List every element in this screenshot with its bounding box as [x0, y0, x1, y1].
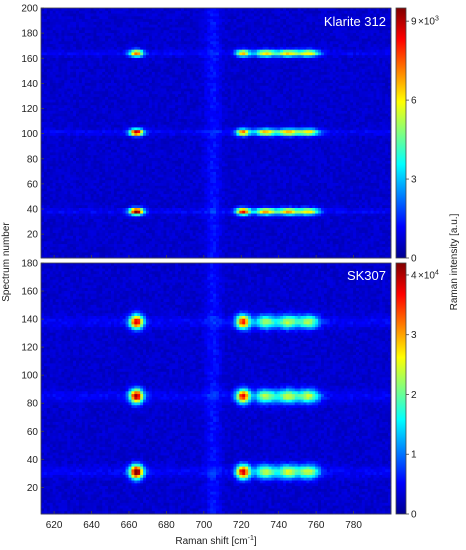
x-tick-label: 760 [308, 520, 325, 531]
heatmap-sk307 [41, 263, 392, 515]
x-tick-label: 660 [121, 520, 138, 531]
y-tick-label: 100 [21, 129, 38, 140]
colorbar-sk307: 0 1 2 3 4 ×104 [395, 262, 439, 521]
y-tick-label: 40 [27, 455, 39, 466]
colorbar-label: Raman intensity [a.u.] [449, 213, 460, 310]
colorbar-tick-label: 1 [411, 450, 417, 461]
x-tick-label: 700 [195, 520, 212, 531]
y-tick-label: 200 [21, 4, 38, 15]
y-tick-label: 120 [21, 104, 38, 115]
colorbar-tick-label: 3 [411, 330, 417, 341]
x-axis-label: Raman shift [cm-1] [175, 535, 256, 547]
y-ticks-klarite: 20 40 60 80 100 120 140 160 180 200 [21, 4, 44, 241]
colorbar-tick-label: 2 [411, 390, 417, 401]
y-tick-label: 180 [21, 29, 38, 40]
colorbar-tick-label: 9 [411, 17, 417, 28]
y-tick-label: 100 [21, 371, 38, 382]
colorbar-tick-label: 0 [411, 254, 417, 265]
y-tick-label: 40 [27, 205, 39, 216]
colorbar-tick-label: 6 [411, 96, 417, 107]
colorbar-multiplier: ×104 [418, 269, 439, 281]
y-tick-label: 60 [27, 179, 39, 190]
colorbar-multiplier: ×103 [418, 16, 439, 28]
panel-title-klarite: Klarite 312 [324, 14, 386, 29]
x-tick-label: 740 [270, 520, 287, 531]
colorbar-gradient [395, 262, 407, 515]
panel-title-sk307: SK307 [347, 268, 386, 283]
y-tick-label: 140 [21, 79, 38, 90]
plot-frame-sk307 [40, 262, 392, 515]
x-tick-label: 620 [46, 520, 63, 531]
x-tick-label: 720 [233, 520, 250, 531]
y-tick-label: 60 [27, 427, 39, 438]
colorbar-klarite: 0 3 6 9 ×103 [395, 7, 439, 265]
x-tick-label: 780 [345, 520, 362, 531]
y-tick-label: 80 [27, 399, 39, 410]
y-tick-label: 20 [27, 230, 39, 241]
panel-sk307: SK307 20 40 60 80 100 120 140 160 180 0 1 2 3 4 ×104 [21, 259, 439, 521]
y-tick-label: 160 [21, 54, 38, 65]
x-tick-label: 680 [158, 520, 175, 531]
x-tick-label: 640 [83, 520, 100, 531]
y-tick-label: 160 [21, 287, 38, 298]
y-tick-label: 20 [27, 483, 39, 494]
y-tick-label: 140 [21, 315, 38, 326]
y-tick-label: 180 [21, 259, 38, 270]
colorbar-tick-label: 4 [411, 270, 417, 281]
colorbar-gradient [395, 7, 407, 259]
y-tick-label: 80 [27, 154, 39, 165]
colorbar-tick-label: 0 [411, 510, 417, 521]
y-ticks-sk307: 20 40 60 80 100 120 140 160 180 [21, 259, 44, 494]
heatmap-klarite [41, 8, 392, 259]
colorbar-tick-label: 3 [411, 175, 417, 186]
plot-frame-klarite [40, 7, 392, 259]
x-ticks: 620 640 660 680 700 720 740 760 780 [46, 255, 362, 531]
y-axis-label: Spectrum number [1, 222, 12, 302]
y-tick-label: 120 [21, 343, 38, 354]
